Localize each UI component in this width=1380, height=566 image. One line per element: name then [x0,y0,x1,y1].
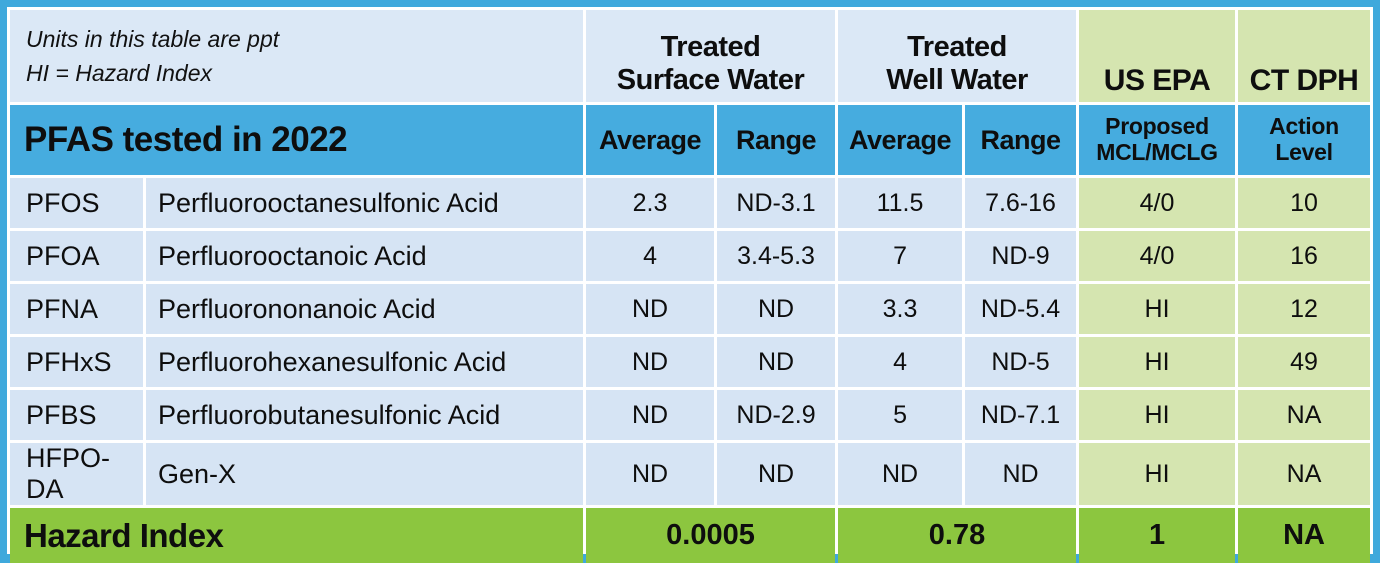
ww-average-cell: 7 [838,231,963,281]
sw-average-cell: ND [586,390,715,440]
subheader-sw-range: Range [717,105,836,175]
group-line1: Treated [660,31,761,64]
table-row-pfoa: PFOA Perfluorooctanoic Acid 4 3.4-5.3 7 … [10,231,1371,281]
ww-range-cell: ND-5.4 [965,284,1077,334]
subheader-line2: Level [1275,139,1333,165]
sw-range-cell: 3.4-5.3 [717,231,836,281]
subheader-sw-average: Average [586,105,715,175]
group-line2: Well Water [886,63,1028,96]
table-row-pfos: PFOS Perfluorooctanesulfonic Acid 2.3 ND… [10,178,1371,228]
sw-range-cell: ND-3.1 [717,178,836,228]
ww-average-cell: 3.3 [838,284,963,334]
sw-average-cell: ND [586,337,715,387]
dph-action-level-cell: 12 [1238,284,1371,334]
subheader-epa-proposed-mcl: Proposed MCL/MCLG [1079,105,1236,175]
epa-mcl-cell: HI [1079,390,1236,440]
ww-range-cell: 7.6-16 [965,178,1077,228]
subheader-line2: MCL/MCLG [1096,139,1218,165]
pfas-name-cell: Perfluorononanoic Acid [146,284,584,334]
ww-range-cell: ND [965,443,1077,505]
hazard-index-surface-water: 0.0005 [586,508,836,563]
header-row-groups: Units in this table are ppt HI = Hazard … [10,10,1371,102]
pfas-abbr-cell: PFOA [10,231,143,281]
pfas-abbr-cell: PFBS [10,390,143,440]
dph-action-level-cell: 49 [1238,337,1371,387]
table-row-pfbs: PFBS Perfluorobutanesulfonic Acid ND ND-… [10,390,1371,440]
table-row-hfpo-da: HFPO-DA Gen-X ND ND ND ND HI NA [10,443,1371,505]
sw-range-cell: ND [717,284,836,334]
pfas-abbr-cell: PFOS [10,178,143,228]
sw-average-cell: ND [586,443,715,505]
pfas-name-cell: Perfluorobutanesulfonic Acid [146,390,584,440]
sw-range-cell: ND [717,337,836,387]
hazard-index-epa: 1 [1079,508,1236,563]
sw-average-cell: 2.3 [586,178,715,228]
ww-range-cell: ND-9 [965,231,1077,281]
hazard-index-well-water: 0.78 [838,508,1077,563]
group-line1: Treated [907,31,1007,64]
units-note-line2: HI = Hazard Index [26,60,213,86]
sw-range-cell: ND-2.9 [717,390,836,440]
ww-average-cell: 11.5 [838,178,963,228]
sw-average-cell: 4 [586,231,715,281]
epa-mcl-cell: 4/0 [1079,231,1236,281]
pfas-name-cell: Perfluorooctanoic Acid [146,231,584,281]
units-note-line1: Units in this table are ppt [26,25,280,52]
table-title: PFAS tested in 2022 [10,105,584,175]
header-row-subcolumns: PFAS tested in 2022 Average Range Averag… [10,105,1371,175]
ww-average-cell: 4 [838,337,963,387]
sw-range-cell: ND [717,443,836,505]
ww-average-cell: 5 [838,390,963,440]
hazard-index-row: Hazard Index 0.0005 0.78 1 NA [10,508,1371,563]
ww-range-cell: ND-5 [965,337,1077,387]
pfas-name-cell: Perfluorohexanesulfonic Acid [146,337,584,387]
subheader-ww-range: Range [965,105,1077,175]
subheader-line1: Action [1269,113,1339,140]
ww-average-cell: ND [838,443,963,505]
dph-action-level-cell: NA [1238,443,1371,505]
pfas-abbr-cell: PFNA [10,284,143,334]
dph-action-level-cell: 10 [1238,178,1371,228]
group-header-ct-dph: CT DPH [1238,10,1371,102]
pfas-abbr-cell: PFHxS [10,337,143,387]
hazard-index-dph: NA [1238,508,1371,563]
epa-mcl-cell: 4/0 [1079,178,1236,228]
pfas-name-cell: Gen-X [146,443,584,505]
group-line2: Surface Water [616,63,805,96]
group-header-us-epa: US EPA [1079,10,1236,102]
subheader-ww-average: Average [838,105,963,175]
table-row-pfhxs: PFHxS Perfluorohexanesulfonic Acid ND ND… [10,337,1371,387]
dph-action-level-cell: 16 [1238,231,1371,281]
epa-mcl-cell: HI [1079,443,1236,505]
pfas-abbr-cell: HFPO-DA [10,443,143,505]
group-header-treated-surface-water: Treated Surface Water [586,10,836,102]
epa-mcl-cell: HI [1079,284,1236,334]
pfas-table: Units in this table are ppt HI = Hazard … [7,7,1373,566]
subheader-line1: Proposed [1105,113,1209,140]
ww-range-cell: ND-7.1 [965,390,1077,440]
dph-action-level-cell: NA [1238,390,1371,440]
subheader-dph-action-level: Action Level [1238,105,1371,175]
hazard-index-label: Hazard Index [10,508,584,563]
pfas-name-cell: Perfluorooctanesulfonic Acid [146,178,584,228]
group-header-treated-well-water: Treated Well Water [838,10,1077,102]
epa-mcl-cell: HI [1079,337,1236,387]
units-note-cell: Units in this table are ppt HI = Hazard … [10,10,584,102]
sw-average-cell: ND [586,284,715,334]
table-row-pfna: PFNA Perfluorononanoic Acid ND ND 3.3 ND… [10,284,1371,334]
